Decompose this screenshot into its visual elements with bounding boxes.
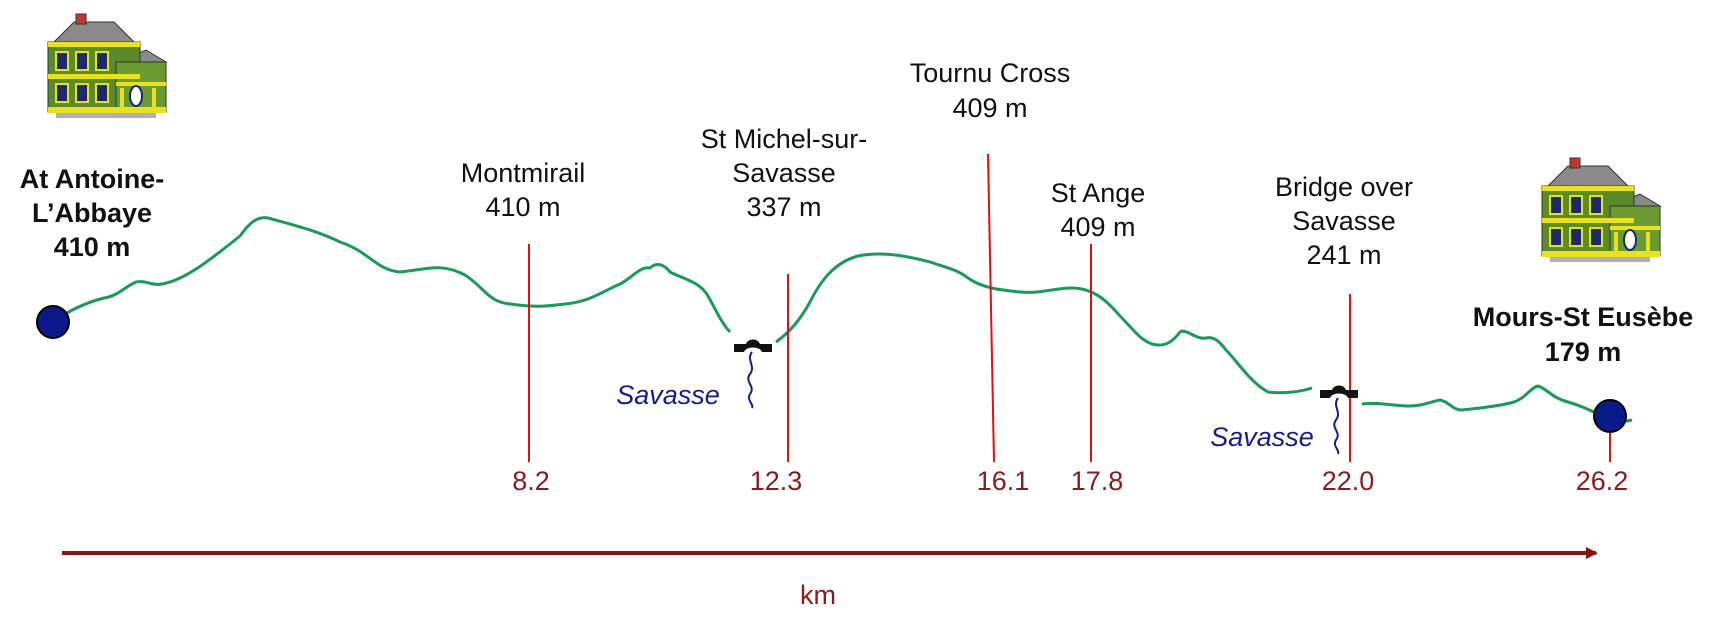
axis-label: km xyxy=(800,580,836,610)
elevation-profile-line xyxy=(775,252,1313,395)
km-label: 17.8 xyxy=(1071,466,1124,496)
bridge-icon xyxy=(734,339,772,352)
end-elevation: 179 m xyxy=(1545,337,1622,367)
bridge-icon xyxy=(1320,385,1358,398)
waypoint-label: Montmirail xyxy=(461,158,586,188)
waypoint-line-tournu-cross xyxy=(987,153,995,463)
waypoint-elevation: 241 m xyxy=(1306,240,1381,270)
km-label: 12.3 xyxy=(750,466,803,496)
end-name: Mours-St Eusèbe xyxy=(1473,302,1694,332)
start-name-line2: L’Abbaye xyxy=(32,198,152,228)
start-name-line1: At Antoine- xyxy=(20,164,164,194)
waypoint-elevation: 337 m xyxy=(746,192,821,222)
start-point-marker xyxy=(36,305,70,339)
km-label: 26.2 xyxy=(1576,466,1629,496)
km-label: 22.0 xyxy=(1322,466,1375,496)
waypoint-label: Savasse xyxy=(1292,206,1396,236)
river-icon xyxy=(1333,397,1340,455)
elevation-profile-line xyxy=(1361,384,1633,423)
waypoint-label: St Michel-sur- xyxy=(701,124,868,154)
river-label: Savasse xyxy=(1210,422,1314,452)
start-elevation: 410 m xyxy=(54,232,131,262)
waypoint-label: Bridge over xyxy=(1275,172,1413,202)
river-icon xyxy=(747,351,754,409)
waypoint-elevation: 409 m xyxy=(1060,212,1135,242)
km-label: 16.1 xyxy=(977,466,1030,496)
end-point-marker xyxy=(1593,399,1627,433)
waypoint-label: St Ange xyxy=(1051,178,1146,208)
km-label: 8.2 xyxy=(512,466,550,496)
elevation-profile-line xyxy=(51,216,732,334)
waypoint-elevation: 409 m xyxy=(952,93,1027,123)
house-icon xyxy=(47,13,167,119)
waypoint-label: Tournu Cross xyxy=(910,58,1071,88)
waypoint-label: Savasse xyxy=(732,158,836,188)
house-icon xyxy=(1541,157,1661,263)
waypoint-elevation: 410 m xyxy=(485,192,560,222)
river-label: Savasse xyxy=(616,380,720,410)
